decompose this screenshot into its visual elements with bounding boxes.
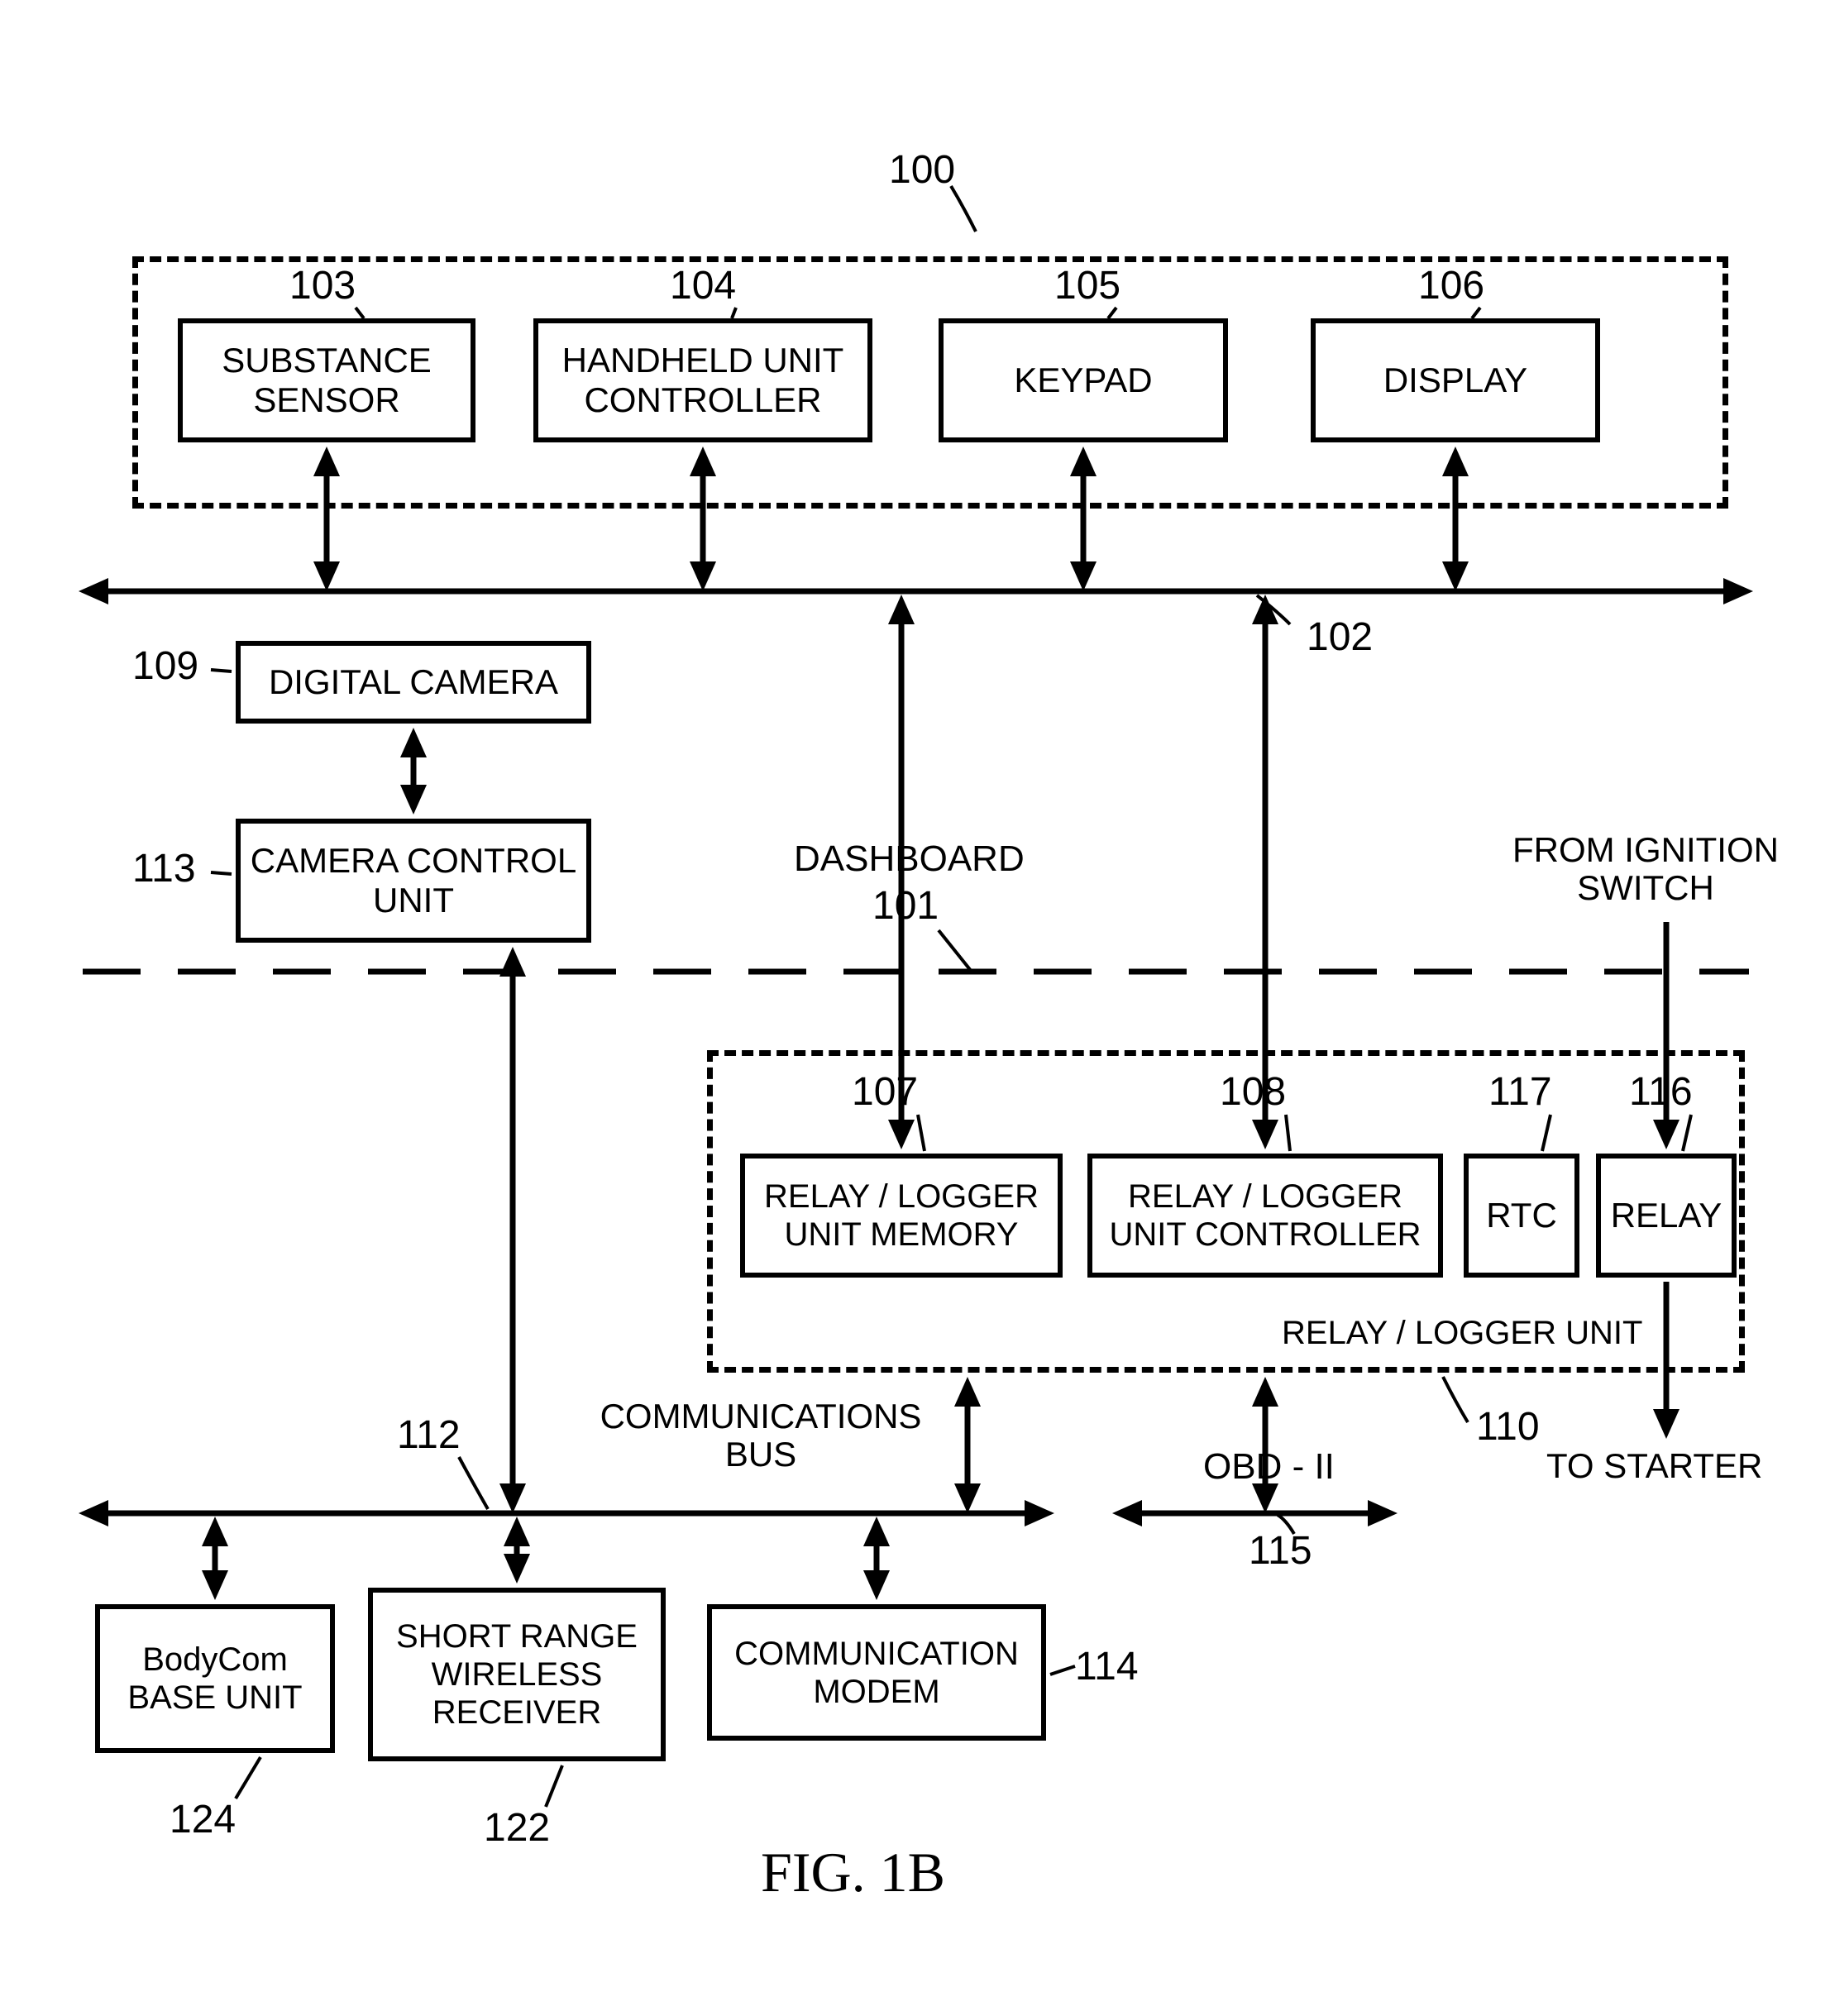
refnum-110: 110 bbox=[1476, 1406, 1540, 1450]
box-text: RELAY bbox=[1611, 1196, 1722, 1235]
refnum-114: 114 bbox=[1075, 1646, 1139, 1689]
refnum-113: 113 bbox=[132, 848, 196, 891]
box-handheld-controller: HANDHELD UNIT CONTROLLER bbox=[533, 318, 872, 442]
refnum-102: 102 bbox=[1307, 616, 1373, 660]
refnum-101: 101 bbox=[872, 885, 939, 929]
box-text: SHORT RANGE WIRELESS RECEIVER bbox=[373, 1617, 661, 1732]
box-text: SUBSTANCE SENSOR bbox=[183, 341, 471, 421]
label-dashboard: DASHBOARD bbox=[794, 839, 1025, 879]
refnum-104: 104 bbox=[670, 265, 736, 308]
refnum-122: 122 bbox=[484, 1807, 550, 1851]
box-relay-controller: RELAY / LOGGER UNIT CONTROLLER bbox=[1087, 1154, 1443, 1278]
refnum-108: 108 bbox=[1220, 1071, 1286, 1115]
refnum-103: 103 bbox=[289, 265, 356, 308]
refnum-117: 117 bbox=[1488, 1071, 1552, 1115]
box-text: CAMERA CONTROL UNIT bbox=[241, 841, 586, 921]
box-camera-control: CAMERA CONTROL UNIT bbox=[236, 819, 591, 943]
box-text: RELAY / LOGGER UNIT MEMORY bbox=[745, 1178, 1058, 1254]
box-substance-sensor: SUBSTANCE SENSOR bbox=[178, 318, 475, 442]
refnum-105: 105 bbox=[1054, 265, 1120, 308]
box-bodycom: BodyCom BASE UNIT bbox=[95, 1604, 335, 1753]
box-text: RTC bbox=[1486, 1196, 1557, 1235]
box-short-range: SHORT RANGE WIRELESS RECEIVER bbox=[368, 1588, 666, 1761]
refnum-115: 115 bbox=[1249, 1530, 1312, 1574]
box-text: BodyCom BASE UNIT bbox=[100, 1641, 330, 1717]
refnum-124: 124 bbox=[170, 1799, 236, 1842]
box-text: HANDHELD UNIT CONTROLLER bbox=[538, 341, 867, 421]
diagram-canvas: SUBSTANCE SENSOR HANDHELD UNIT CONTROLLE… bbox=[0, 0, 1830, 2016]
label-to-starter: TO STARTER bbox=[1546, 1447, 1762, 1485]
box-text: DIGITAL CAMERA bbox=[269, 662, 558, 702]
figure-caption: FIG. 1B bbox=[761, 1840, 945, 1905]
box-text: RELAY / LOGGER UNIT CONTROLLER bbox=[1092, 1178, 1438, 1254]
label-relay-logger-unit: RELAY / LOGGER UNIT bbox=[1282, 1315, 1642, 1351]
box-rtc: RTC bbox=[1464, 1154, 1579, 1278]
refnum-112: 112 bbox=[397, 1414, 461, 1458]
box-keypad: KEYPAD bbox=[939, 318, 1228, 442]
box-display: DISPLAY bbox=[1311, 318, 1600, 442]
box-relay-memory: RELAY / LOGGER UNIT MEMORY bbox=[740, 1154, 1063, 1278]
box-comm-modem: COMMUNICATION MODEM bbox=[707, 1604, 1046, 1741]
label-obd: OBD - II bbox=[1203, 1447, 1335, 1487]
refnum-100: 100 bbox=[889, 149, 955, 193]
box-digital-camera: DIGITAL CAMERA bbox=[236, 641, 591, 724]
box-text: DISPLAY bbox=[1383, 361, 1527, 400]
box-text: KEYPAD bbox=[1014, 361, 1152, 400]
label-comm-bus: COMMUNICATIONS BUS bbox=[579, 1397, 943, 1474]
refnum-116: 116 bbox=[1629, 1071, 1693, 1115]
refnum-106: 106 bbox=[1418, 265, 1484, 308]
label-from-ignition: FROM IGNITION SWITCH bbox=[1509, 831, 1782, 907]
box-text: COMMUNICATION MODEM bbox=[712, 1635, 1041, 1711]
box-relay: RELAY bbox=[1596, 1154, 1737, 1278]
refnum-109: 109 bbox=[132, 645, 198, 689]
refnum-107: 107 bbox=[852, 1071, 918, 1115]
